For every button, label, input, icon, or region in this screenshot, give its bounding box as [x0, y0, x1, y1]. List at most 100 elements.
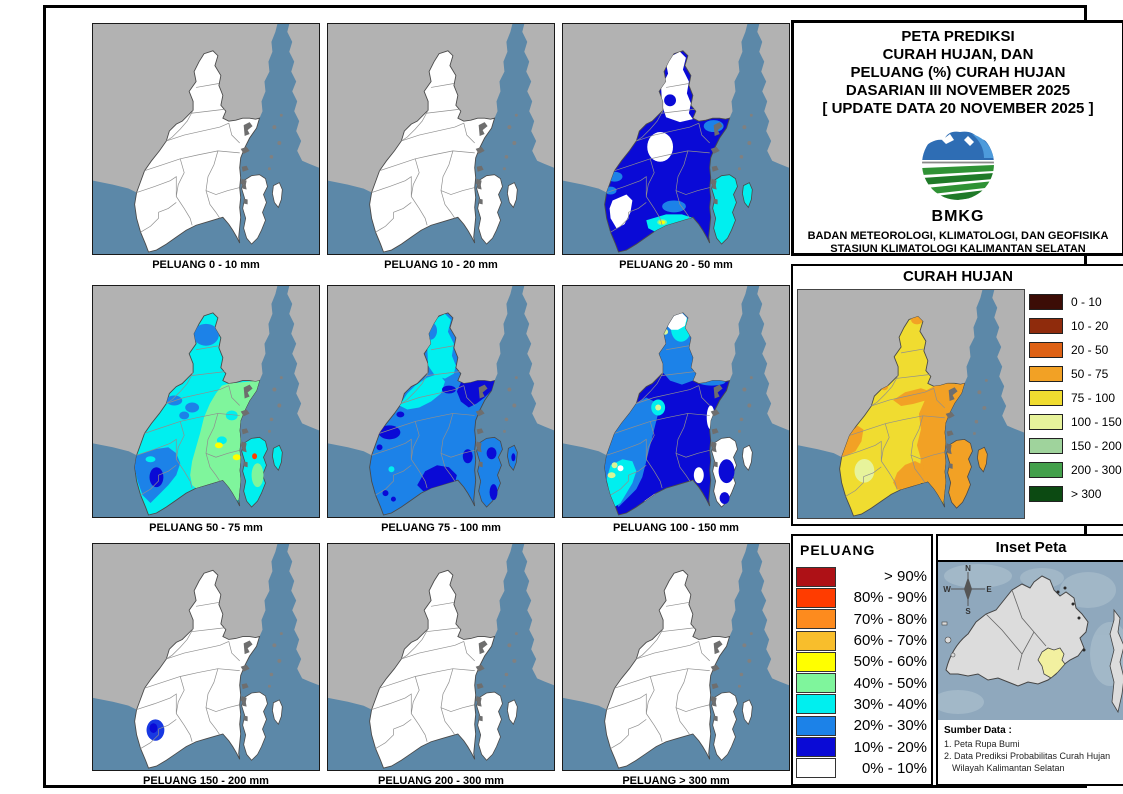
curah-hujan-legend-row: 100 - 150: [1029, 410, 1122, 434]
legend-label: 20 - 50: [1071, 343, 1109, 357]
legend-label: 70% - 80%: [853, 610, 927, 628]
legend-label: > 90%: [884, 568, 927, 586]
bmkg-logo-icon: [922, 128, 994, 200]
inset-map-svg: N W E S: [938, 562, 1123, 720]
legend-label: 40% - 50%: [853, 674, 927, 692]
map-caption: PELUANG 100 - 150 mm: [613, 522, 739, 534]
title-line: PELUANG (%) CURAH HUJAN: [850, 64, 1066, 81]
legend-color-swatch: [796, 758, 836, 779]
title-line: CURAH HUJAN, DAN: [882, 46, 1034, 63]
legend-color-swatch: [796, 737, 836, 758]
legend-label: 80% - 90%: [853, 589, 927, 607]
source-data-title: Sumber Data :: [944, 725, 1012, 736]
map-caption: PELUANG 10 - 20 mm: [384, 259, 498, 271]
curah-hujan-legend: 0 - 10 10 - 20 20 - 50 50 - 75 75 - 100 …: [1029, 290, 1122, 506]
map-caption: PELUANG 75 - 100 mm: [381, 522, 501, 534]
legend-label: 30% - 40%: [853, 695, 927, 713]
map-caption: PELUANG 20 - 50 mm: [619, 259, 733, 271]
peluang-legend-box: PELUANG > 90% 80% - 90% 70% - 80% 60% - …: [791, 534, 933, 786]
legend-color-swatch: [796, 630, 836, 651]
source-data-line: 2. Data Prediksi Probabilitas Curah Huja…: [944, 751, 1111, 761]
legend-label: 50 - 75: [1071, 367, 1109, 381]
curah-hujan-legend-row: 20 - 50: [1029, 338, 1121, 362]
curah-hujan-legend-row: 50 - 75: [1029, 362, 1121, 386]
peluang-legend-row: 0% - 10%: [796, 758, 927, 779]
inset-peta-box: Inset Peta N W E S Sumber Data : 1. Peta…: [936, 534, 1123, 786]
peluang-legend-row: 20% - 30%: [796, 715, 927, 736]
svg-text:E: E: [986, 585, 992, 594]
legend-label: 50% - 60%: [853, 653, 927, 671]
legend-label: 100 - 150: [1071, 415, 1122, 429]
legend-label: > 300: [1071, 487, 1102, 501]
map-peluang-200-300mm: [327, 543, 555, 771]
source-data-line: 1. Peta Rupa Bumi: [944, 739, 1020, 749]
map-caption: PELUANG 150 - 200 mm: [143, 775, 269, 787]
legend-color-swatch: [1029, 294, 1063, 310]
legend-color-swatch: [1029, 414, 1063, 430]
legend-color-swatch: [796, 609, 836, 630]
map-title: PETA PREDIKSI CURAH HUJAN, DAN PELUANG (…: [794, 28, 1122, 118]
map-peluang-10-20mm: [327, 23, 555, 255]
map-curah-hujan: [797, 289, 1025, 519]
title-box: PETA PREDIKSI CURAH HUJAN, DAN PELUANG (…: [791, 20, 1123, 256]
legend-label: 20% - 30%: [853, 717, 927, 735]
compass-rose-icon: N W E S: [943, 564, 992, 616]
org-line: BADAN METEOROLOGI, KLIMATOLOGI, DAN GEOF…: [807, 230, 1109, 242]
page-frame: PELUANG 0 - 10 mm PELUANG 10 - 20 mm PEL…: [43, 5, 1123, 788]
legend-color-swatch: [1029, 438, 1063, 454]
legend-color-swatch: [1029, 462, 1063, 478]
legend-label: 10 - 20: [1071, 319, 1109, 333]
svg-text:N: N: [965, 564, 971, 573]
legend-label: 60% - 70%: [853, 632, 927, 650]
map-peluang-50-75mm: [92, 285, 320, 518]
peluang-legend-row: 50% - 60%: [796, 651, 927, 672]
legend-color-swatch: [1029, 366, 1063, 382]
map-caption: PELUANG 0 - 10 mm: [152, 259, 260, 271]
curah-hujan-title: CURAH HUJAN: [902, 268, 1013, 285]
peluang-legend-title: PELUANG: [800, 542, 876, 558]
peluang-legend-row: > 90%: [796, 566, 927, 587]
legend-color-swatch: [796, 651, 836, 672]
bmkg-logo-label: BMKG: [931, 208, 985, 225]
peluang-legend-row: 10% - 20%: [796, 736, 927, 758]
title-line: [ UPDATE DATA 20 NOVEMBER 2025 ]: [822, 100, 1094, 117]
legend-label: 10% - 20%: [853, 738, 927, 756]
curah-hujan-box: CURAH HUJAN 0 - 10 10 - 20 20 - 50 50 - …: [791, 264, 1123, 526]
map-peluang-over-300mm: [562, 543, 790, 771]
legend-color-swatch: [796, 673, 836, 694]
peluang-legend-row: 40% - 50%: [796, 672, 927, 694]
legend-label: 0% - 10%: [861, 759, 927, 777]
legend-color-swatch: [1029, 342, 1063, 358]
curah-hujan-legend-row: 150 - 200: [1029, 434, 1122, 458]
peluang-legend-row: 80% - 90%: [796, 587, 927, 608]
map-peluang-75-100mm: [327, 285, 555, 518]
inset-peta-title: Inset Peta: [938, 536, 1123, 562]
peluang-legend-row: 70% - 80%: [796, 609, 927, 630]
inset-map: N W E S: [938, 562, 1123, 720]
org-line: STASIUN KLIMATOLOGI KALIMANTAN SELATAN: [830, 243, 1086, 255]
legend-label: 0 - 10: [1071, 295, 1102, 309]
legend-color-swatch: [796, 715, 836, 736]
legend-color-swatch: [796, 566, 836, 587]
legend-label: 200 - 300: [1071, 463, 1122, 477]
curah-hujan-legend-row: 200 - 300: [1029, 458, 1122, 482]
source-data-line: Wilayah Kalimantan Selatan: [952, 763, 1065, 773]
source-data-note: Sumber Data : 1. Peta Rupa Bumi 2. Data …: [944, 724, 1120, 774]
peluang-legend-row: 60% - 70%: [796, 630, 927, 651]
legend-color-swatch: [796, 694, 836, 715]
map-peluang-0-10mm: [92, 23, 320, 255]
title-line: DASARIAN III NOVEMBER 2025: [845, 82, 1071, 99]
organization-name: BADAN METEOROLOGI, KLIMATOLOGI, DAN GEOF…: [794, 230, 1122, 256]
map-peluang-150-200mm: [92, 543, 320, 771]
curah-hujan-legend-row: 0 - 10: [1029, 290, 1121, 314]
svg-text:W: W: [943, 585, 951, 594]
legend-label: 150 - 200: [1071, 439, 1122, 453]
bmkg-logo-icon: [794, 121, 1122, 209]
title-line: PETA PREDIKSI: [901, 28, 1015, 45]
curah-hujan-legend-row: 75 - 100: [1029, 386, 1121, 410]
legend-color-swatch: [1029, 318, 1063, 334]
map-caption: PELUANG 50 - 75 mm: [149, 522, 263, 534]
svg-text:S: S: [965, 607, 971, 616]
legend-color-swatch: [796, 587, 836, 608]
